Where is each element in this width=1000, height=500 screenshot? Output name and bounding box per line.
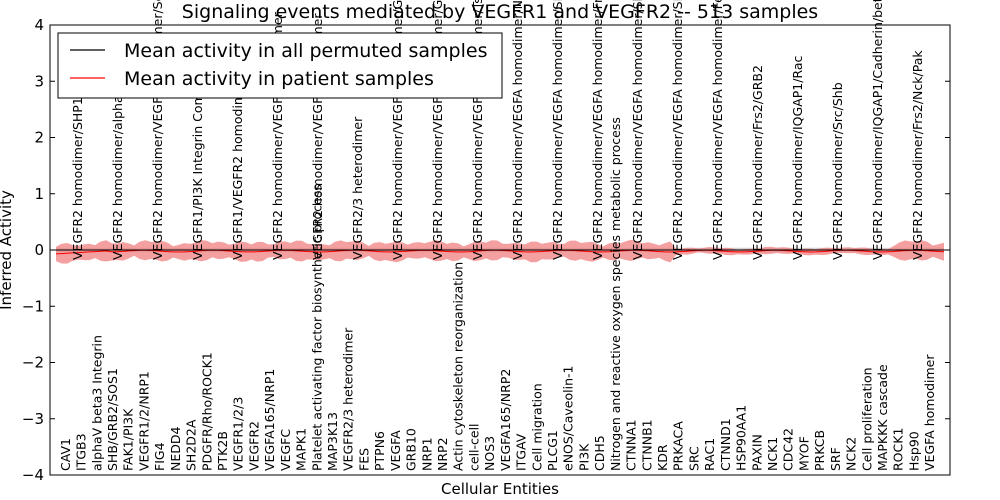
x-entity-label: ITGAV [514,433,529,471]
x-entity-label-upper: VEGFR2 homodimer/VEGFA homodimer/NCK1 [510,0,525,260]
y-tick-label: 3 [34,72,44,90]
x-entity-label: alphaV beta3 Integrin [89,335,104,471]
x-entity-label: MAPKKK cascade [875,364,890,471]
x-entity-label-upper: VEGFR1/PI3K Integrin Complex [190,67,205,260]
x-entity-label: PRKCB [812,430,827,471]
x-entity-label-upper: VEGFR2 homodimer/VEGFA homodimer/Fes [710,0,725,260]
activity-lines [50,249,950,255]
x-entity-label: FAK1/PI3K [121,408,136,471]
x-entity-label: cell-cell [466,423,481,471]
x-entity-label: PTPN6 [372,431,387,471]
x-entity-label: VEGFA165/NRP2 [498,369,513,471]
x-entity-label: NCK1 [765,437,780,471]
x-entity-label: VEGFC [278,429,293,471]
x-entity-label: VEGFA165/NRP1 [262,369,277,471]
x-entity-label: MAPK1 [294,428,309,471]
x-entity-label: RAC1 [702,438,717,471]
x-entity-label: GRB10 [404,428,419,471]
x-entity-label: SRF [828,447,843,471]
x-entity-label: CTNNB1 [639,419,654,471]
y-tick-label: 0 [34,241,44,259]
x-entity-label-upper: VEGFR2 homodimer/Frs2/GRB2 [750,65,765,260]
x-entity-label: MAP3K13 [325,412,340,471]
x-entity-label: Cell proliferation [859,367,874,471]
y-axis-label: Inferred Activity [0,190,15,310]
x-entity-label: KDR [655,444,670,471]
x-entity-label: eNOS/Caveolin-1 [561,366,576,471]
x-entity-label: Nitrogen and reactive oxygen species met… [608,117,623,471]
y-tick-label: 4 [34,16,44,34]
x-entity-label: FES [356,448,371,471]
x-entity-label-upper: VEGFR1/VEGFR2 homodimer [230,79,245,260]
y-tick-label: 1 [34,185,44,203]
y-tick-label: −4 [22,466,44,484]
x-entity-label-upper: VEGFR2 homodimer/VEGFA homodimer/Frs2 [590,0,605,260]
x-entity-label-upper: VEGFR2/3 heterodimer [350,116,365,260]
legend: Mean activity in all permuted samples Me… [57,32,503,99]
x-entity-label: VEGFR1/2/NRP1 [136,371,151,471]
x-entity-label: Hsp90 [906,431,921,471]
x-entity-label: HSP90AA1 [734,405,749,471]
x-entity-label: VEGFA homodimer [922,354,937,471]
x-axis-label: Cellular Entities [441,480,559,498]
x-entity-label: SH2D2A [184,419,199,471]
x-entity-label: CTNND1 [718,418,733,471]
y-axis-ticks: −4 −3 −2 −1 0 1 2 3 4 [22,16,950,484]
patient-band [56,239,944,264]
x-entity-label: SHB/GRB2/SOS1 [105,368,120,471]
plot-area-frame [49,24,951,476]
x-entity-label: PTK2B [215,431,230,471]
legend-permuted-label: Mean activity in all permuted samples [124,40,487,62]
x-entity-label: CAV1 [58,438,73,471]
x-entity-label: ROCK1 [891,428,906,471]
x-entity-label: Actin cytoskeleton reorganization [451,262,466,471]
x-entity-label: PRKACA [671,421,686,471]
x-entity-label: Cell migration [529,383,544,471]
x-entity-label-upper: VEGFR2 homodimer/SHP1/eNOS [70,58,85,260]
x-entity-label-upper: VEGFR2 homodimer/Src/Shb [830,82,845,260]
x-entity-label: NRP2 [435,437,450,471]
x-entity-label: CDH5 [592,435,607,471]
chart-title: Signaling events mediated by VEGFR1 and … [182,1,818,23]
x-entity-label: PI3K [576,443,591,471]
x-entity-label: PAXIN [749,434,764,471]
y-tick-label: 2 [34,129,44,147]
x-entity-label-upper: VEGFR2 homodimer/VEGFA homodimer/Shb [630,0,645,260]
x-entity-label: PLCG1 [545,430,560,471]
x-entity-label: ITGB3 [74,433,89,471]
x-entity-label: FIG4 [152,442,167,471]
x-entity-label: NRP1 [419,437,434,471]
x-entity-label: VEGFA [388,430,403,471]
x-entity-label-upper: VEGFR2 homodimer/Frs2/Nck/Pak [910,50,925,260]
x-entity-label: CDC42 [781,428,796,471]
x-entity-label: Platelet activating factor biosynthetic … [309,184,324,471]
y-tick-label: −1 [22,297,44,315]
x-entity-label: NOS3 [482,436,497,471]
x-entity-label: MYOF [796,436,811,471]
legend-box [57,32,503,99]
x-entity-label-upper: VEGFR2 homodimer/VEGFA homodimer/SHP1 [550,0,565,260]
x-entity-label: VEGFR1/2/3 [231,397,246,471]
x-entity-label: VEGFR2/3 heterodimer [341,327,356,471]
x-entity-label: PDGFR/Rho/ROCK1 [199,352,214,471]
x-entity-label: NCK2 [844,437,859,471]
x-entity-label-upper: VEGFR2 homodimer/IQGAP1/Rac [790,56,805,260]
x-entity-label-upper: VEGFR2 homodimer/IQGAP1/Cadherin/beta ca… [870,0,885,260]
x-entity-label: SRC [686,446,701,471]
x-entity-label-upper: VEGFR2 homodimer/alphav beta3 [110,48,125,260]
y-tick-label: −3 [22,410,44,428]
y-tick-label: −2 [22,354,44,372]
x-entity-label: VEGFR2 [246,421,261,471]
legend-patient-label: Mean activity in patient samples [124,68,434,90]
x-entity-label: CTNNA1 [624,419,639,471]
x-entity-label-upper: VEGFR2 homodimer/VEGFA homodimer/SHP2 [670,0,685,260]
x-entity-label: NEDD4 [168,427,183,471]
